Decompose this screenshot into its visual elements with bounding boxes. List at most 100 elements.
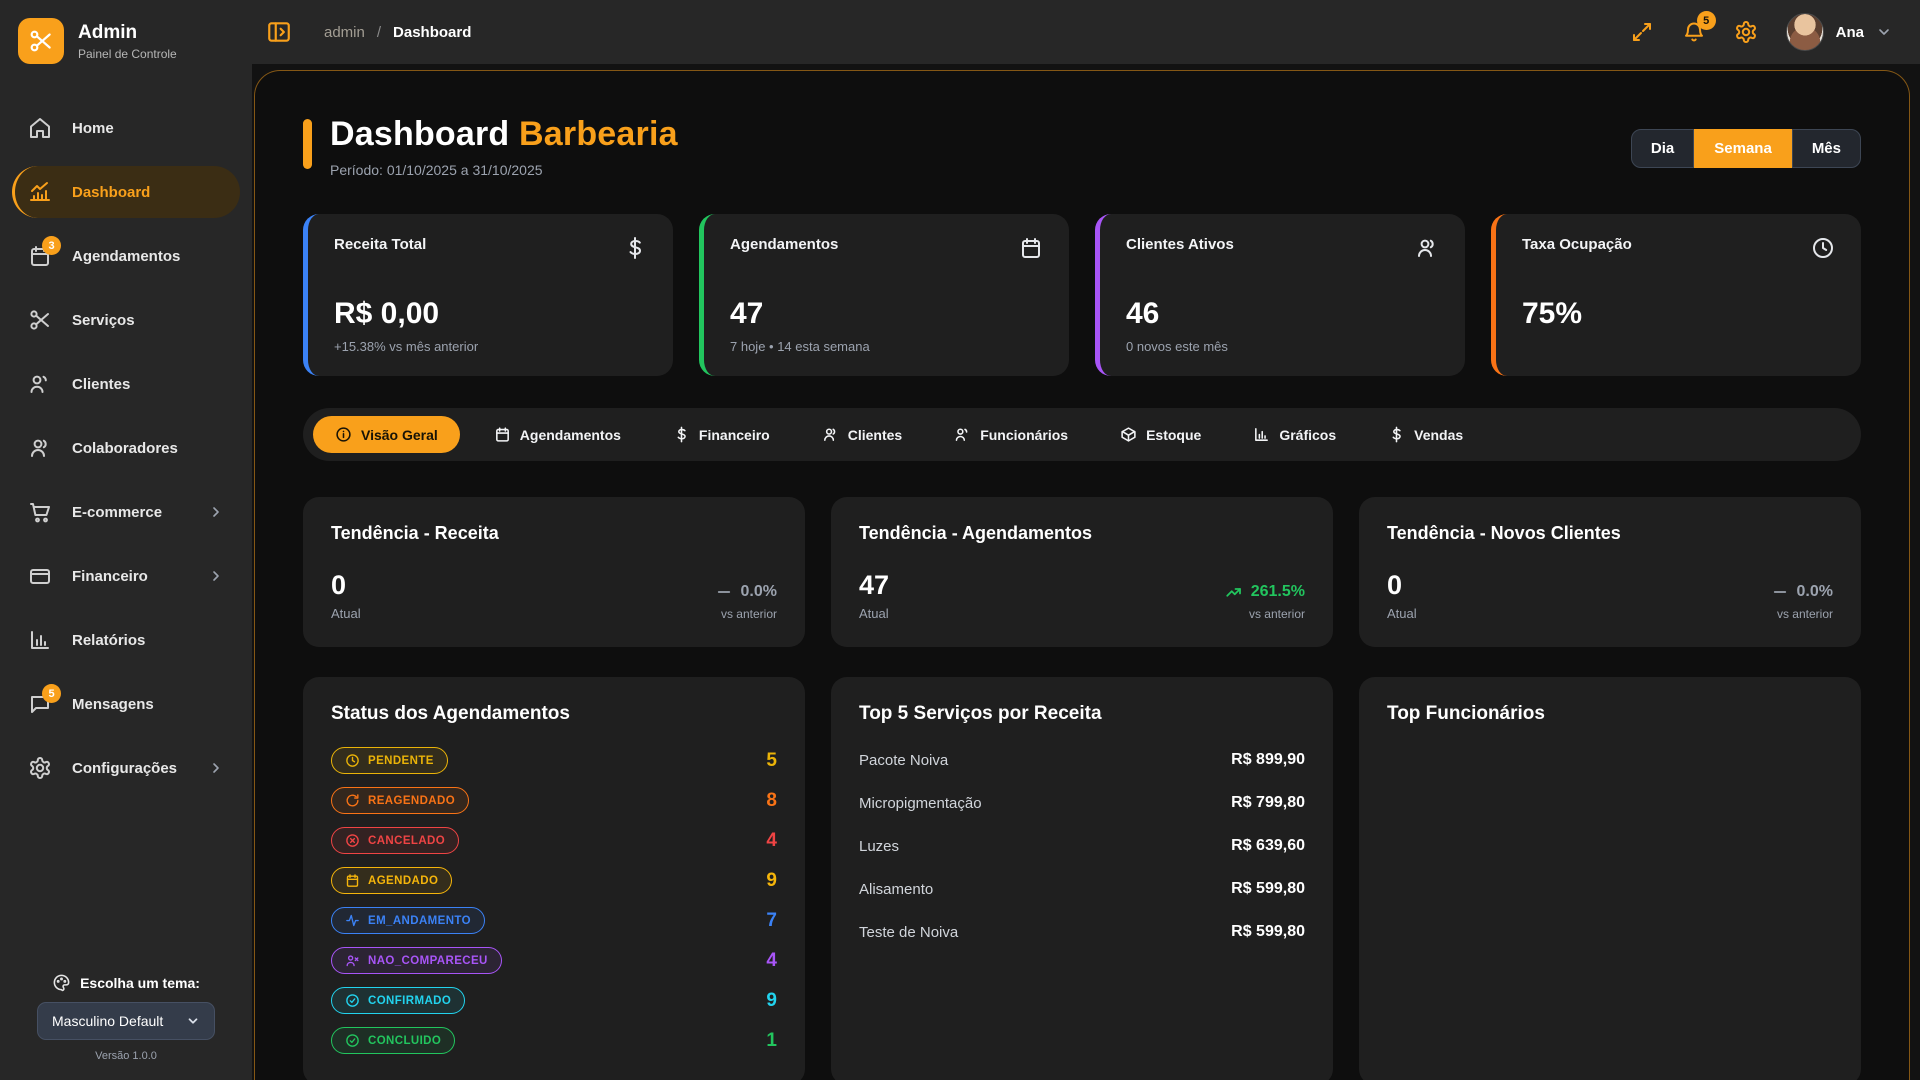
gear-icon[interactable] [1734,20,1758,44]
tab-vendas[interactable]: Vendas [1370,416,1481,453]
gear-icon [28,756,52,780]
fullscreen-icon[interactable] [1630,20,1654,44]
user-menu[interactable]: Ana [1786,13,1892,51]
page-title: Dashboard Barbearia [330,115,678,154]
status-row-cancelado: CANCELADO 4 [331,827,777,854]
trend-value-label: Atual [331,606,361,621]
stat-value: R$ 0,00 [334,297,647,331]
range-button-mes[interactable]: Mês [1792,129,1861,168]
status-label: NAO_COMPARECEU [368,955,488,967]
tab-visao-geral[interactable]: Visão Geral [313,416,460,453]
sidebar-item-colaboradores[interactable]: Colaboradores [12,422,240,474]
theme-label-row: Escolha um tema: [52,973,200,992]
avatar [1786,13,1824,51]
sidebar-item-home[interactable]: Home [12,102,240,154]
dashboard-tabs: Visão Geral Agendamentos Financeiro Clie… [303,408,1861,461]
stat-subtitle: 7 hoje • 14 esta semana [730,339,1043,354]
home-icon [28,116,52,140]
chevron-down-icon [1876,24,1892,40]
sidebar-item-label: Serviços [72,312,135,329]
service-row: Teste de Noiva R$ 599,80 [859,923,1305,941]
trend-change-value: 261.5% [1251,583,1305,601]
team-icon [28,436,52,460]
sidebar-item-ecommerce[interactable]: E-commerce [12,486,240,538]
sidebar: Admin Painel de Controle Home Dashboard … [0,0,252,1080]
status-badge: PENDENTE [331,747,448,774]
chevron-right-icon [208,504,224,520]
notification-badge: 5 [1697,11,1716,30]
breadcrumb-parent[interactable]: admin [324,24,365,41]
trend-value-label: Atual [859,606,889,621]
check-circle-icon [345,1033,360,1048]
tab-clientes[interactable]: Clientes [804,416,920,453]
trend-title: Tendência - Novos Clientes [1387,523,1833,544]
breadcrumb: admin / Dashboard [324,24,471,41]
breadcrumb-separator: / [377,24,381,41]
bell-icon[interactable]: 5 [1682,20,1706,44]
sidebar-item-servicos[interactable]: Serviços [12,294,240,346]
service-value: R$ 799,80 [1231,794,1305,812]
tab-agendamentos[interactable]: Agendamentos [476,416,639,453]
trend-change: 0.0% [715,583,777,601]
tab-estoque[interactable]: Estoque [1102,416,1219,453]
stat-card-agendamentos: Agendamentos 47 7 hoje • 14 esta semana [699,214,1069,376]
message-icon: 5 [28,692,52,716]
status-count: 9 [766,990,777,1012]
sidebar-item-clientes[interactable]: Clientes [12,358,240,410]
status-label: REAGENDADO [368,795,455,807]
stat-title: Receita Total [334,236,426,253]
user-name: Ana [1836,24,1864,41]
trend-change-value: 0.0% [741,583,777,601]
sidebar-toggle-icon[interactable] [266,19,292,45]
status-label: CANCELADO [368,835,445,847]
trend-card-novos-clientes: Tendência - Novos Clientes 0 Atual 0.0% [1359,497,1861,647]
range-button-dia[interactable]: Dia [1631,129,1694,168]
trend-change-label: vs anterior [1225,607,1305,621]
sidebar-nav: Home Dashboard 3 Agendamentos Serviços C… [12,102,240,794]
status-count: 4 [766,830,777,852]
sidebar-item-mensagens[interactable]: 5 Mensagens [12,678,240,730]
cart-icon [28,500,52,524]
status-count: 9 [766,870,777,892]
status-count: 7 [766,910,777,932]
stat-value: 46 [1126,297,1439,331]
status-row-em-andamento: EM_ANDAMENTO 7 [331,907,777,934]
trend-row: Tendência - Receita 0 Atual 0.0% [303,497,1861,647]
agendamentos-badge: 3 [42,236,61,255]
status-count: 8 [766,790,777,812]
tab-financeiro[interactable]: Financeiro [655,416,788,453]
trending-up-icon [1225,583,1243,601]
trend-card-agendamentos: Tendência - Agendamentos 47 Atual 261.5% [831,497,1333,647]
sidebar-item-financeiro[interactable]: Financeiro [12,550,240,602]
status-row-nao-compareceu: NAO_COMPARECEU 4 [331,947,777,974]
stat-value: 47 [730,297,1043,331]
sidebar-item-configuracoes[interactable]: Configurações [12,742,240,794]
status-label: AGENDADO [368,875,438,887]
stat-card-receita: Receita Total R$ 0,00 +15.38% vs mês ant… [303,214,673,376]
tab-funcionarios[interactable]: Funcionários [936,416,1086,453]
topbar-actions: 5 Ana [1630,13,1892,51]
title-group: Dashboard Barbearia Período: 01/10/2025 … [303,115,678,178]
calendar-icon [1019,236,1043,260]
dollar-icon [673,426,690,443]
trend-chart-icon [28,180,52,204]
range-button-semana[interactable]: Semana [1694,129,1792,168]
bar-chart-icon [1253,426,1270,443]
trend-change: 261.5% [1225,583,1305,601]
clock-icon [345,753,360,768]
service-row: Pacote Noiva R$ 899,90 [859,751,1305,769]
tab-label: Funcionários [980,427,1068,443]
theme-select[interactable]: Masculino Default [37,1002,215,1040]
sidebar-item-dashboard[interactable]: Dashboard [12,166,240,218]
activity-icon [345,913,360,928]
top-employees-panel: Top Funcionários [1359,677,1861,1080]
sidebar-item-label: Home [72,120,114,137]
status-badge: CONCLUIDO [331,1027,455,1054]
calendar-icon [345,873,360,888]
sidebar-item-relatorios[interactable]: Relatórios [12,614,240,666]
sidebar-item-agendamentos[interactable]: 3 Agendamentos [12,230,240,282]
tab-graficos[interactable]: Gráficos [1235,416,1354,453]
page-title-accent: Barbearia [519,115,678,153]
status-row-concluido: CONCLUIDO 1 [331,1027,777,1054]
status-badge: CONFIRMADO [331,987,465,1014]
